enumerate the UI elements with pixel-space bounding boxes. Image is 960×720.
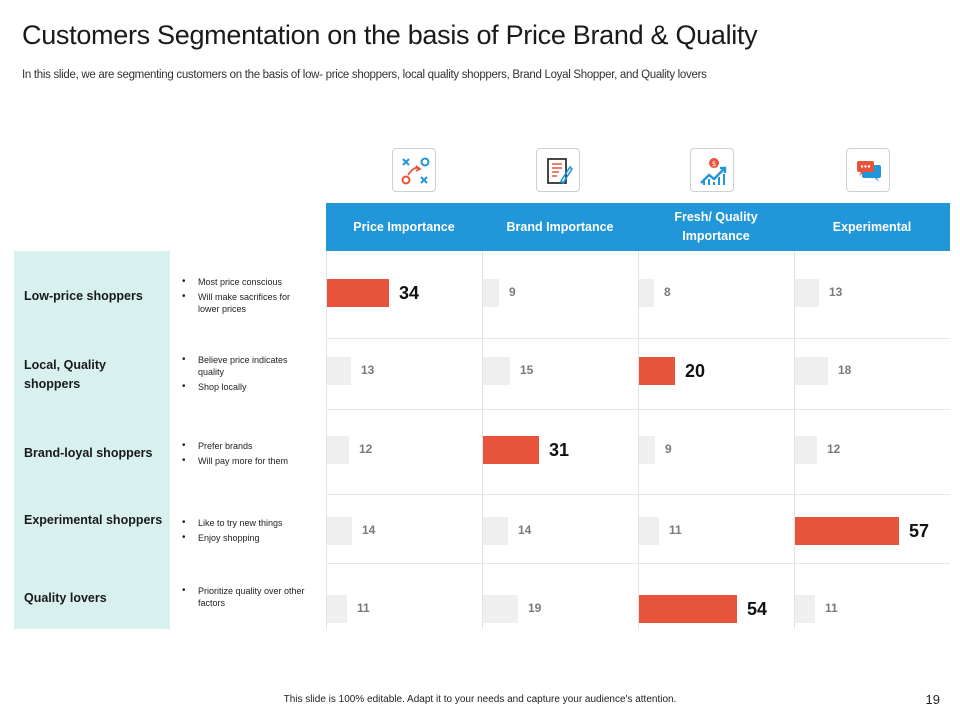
value-bar <box>795 595 815 623</box>
value-bar <box>483 595 518 623</box>
grid-divider <box>326 251 327 629</box>
grid-divider <box>794 251 795 629</box>
bullet-item: Most price conscious <box>182 276 312 288</box>
value-label: 18 <box>838 363 852 377</box>
grid-divider <box>326 494 950 495</box>
value-bar <box>327 279 389 307</box>
value-label: 13 <box>361 363 375 377</box>
segment-label: Experimental shoppers <box>24 513 163 527</box>
bullet-item: Will make sacrifices for lower prices <box>182 291 312 315</box>
value-label: 12 <box>359 442 373 456</box>
grid-divider <box>482 251 483 629</box>
value-bar <box>795 517 899 545</box>
value-bar <box>639 595 737 623</box>
value-label: 13 <box>829 285 843 299</box>
value-bar <box>327 357 351 385</box>
svg-text:$: $ <box>712 160 716 168</box>
value-bar <box>795 279 819 307</box>
value-bar <box>483 517 508 545</box>
value-label: 34 <box>399 283 420 303</box>
value-bar <box>327 595 347 623</box>
value-label: 20 <box>685 361 706 381</box>
value-bar <box>795 357 828 385</box>
value-bar <box>639 357 675 385</box>
column-header-quality: Fresh/ Quality Importance <box>674 210 758 243</box>
segment-bullets: Prioritize quality over other factors <box>182 585 312 612</box>
bullet-item: Prioritize quality over other factors <box>182 585 312 609</box>
column-header-bar: Price Importance Brand Importance Fresh/… <box>326 203 950 251</box>
value-bar <box>639 279 654 307</box>
segment-label: Quality lovers <box>24 591 107 605</box>
bullet-item: Shop locally <box>182 381 312 393</box>
value-label: 14 <box>362 523 376 537</box>
segment-label: Low-price shoppers <box>24 289 143 303</box>
segment-column <box>14 251 170 629</box>
strategy-icon <box>392 148 436 192</box>
bullet-item: Like to try new things <box>182 517 312 529</box>
value-label: 19 <box>528 601 542 615</box>
segment-bullets: Believe price indicates quality Shop loc… <box>182 354 312 396</box>
segment-bullets: Most price conscious Will make sacrifice… <box>182 276 312 318</box>
value-bar <box>327 436 349 464</box>
value-label: 14 <box>518 523 532 537</box>
bullet-item: Enjoy shopping <box>182 532 312 544</box>
column-header-experimental: Experimental <box>832 219 912 234</box>
grid-divider <box>326 409 950 410</box>
segment-label: Local, Quality shoppers <box>24 358 106 391</box>
page-subtitle: In this slide, we are segmenting custome… <box>22 69 707 81</box>
bullet-item: Will pay more for them <box>182 455 312 467</box>
column-header-price: Price Importance <box>353 219 455 234</box>
grid-divider <box>326 338 950 339</box>
page-number: 19 <box>925 692 940 707</box>
chat-icon <box>846 148 890 192</box>
value-bar <box>483 357 510 385</box>
value-bar <box>483 436 539 464</box>
value-label: 9 <box>665 442 672 456</box>
document-icon <box>536 148 580 192</box>
bullet-item: Prefer brands <box>182 440 312 452</box>
value-label: 31 <box>549 440 570 460</box>
bullet-item: Believe price indicates quality <box>182 354 312 378</box>
value-bar <box>639 436 655 464</box>
value-label: 9 <box>509 285 516 299</box>
value-label: 12 <box>827 442 841 456</box>
value-bar <box>795 436 817 464</box>
value-bar <box>483 279 499 307</box>
value-label: 15 <box>520 363 534 377</box>
value-label: 11 <box>357 601 370 615</box>
value-label: 57 <box>909 521 930 541</box>
value-label: 11 <box>825 601 838 615</box>
value-bar <box>327 517 352 545</box>
value-label: 8 <box>664 285 671 299</box>
grid-divider <box>326 563 950 564</box>
page-title: Customers Segmentation on the basis of P… <box>22 20 758 50</box>
value-bar <box>639 517 659 545</box>
segment-bullets: Prefer brands Will pay more for them <box>182 440 312 470</box>
grid-divider <box>638 251 639 629</box>
column-header-brand: Brand Importance <box>506 219 614 234</box>
value-label: 11 <box>669 523 682 537</box>
value-label: 54 <box>747 599 768 619</box>
segment-bullets: Like to try new things Enjoy shopping <box>182 517 312 547</box>
growth-chart-icon: $ <box>690 148 734 192</box>
footer-note: This slide is 100% editable. Adapt it to… <box>283 694 677 705</box>
segment-label: Brand-loyal shoppers <box>24 446 153 460</box>
